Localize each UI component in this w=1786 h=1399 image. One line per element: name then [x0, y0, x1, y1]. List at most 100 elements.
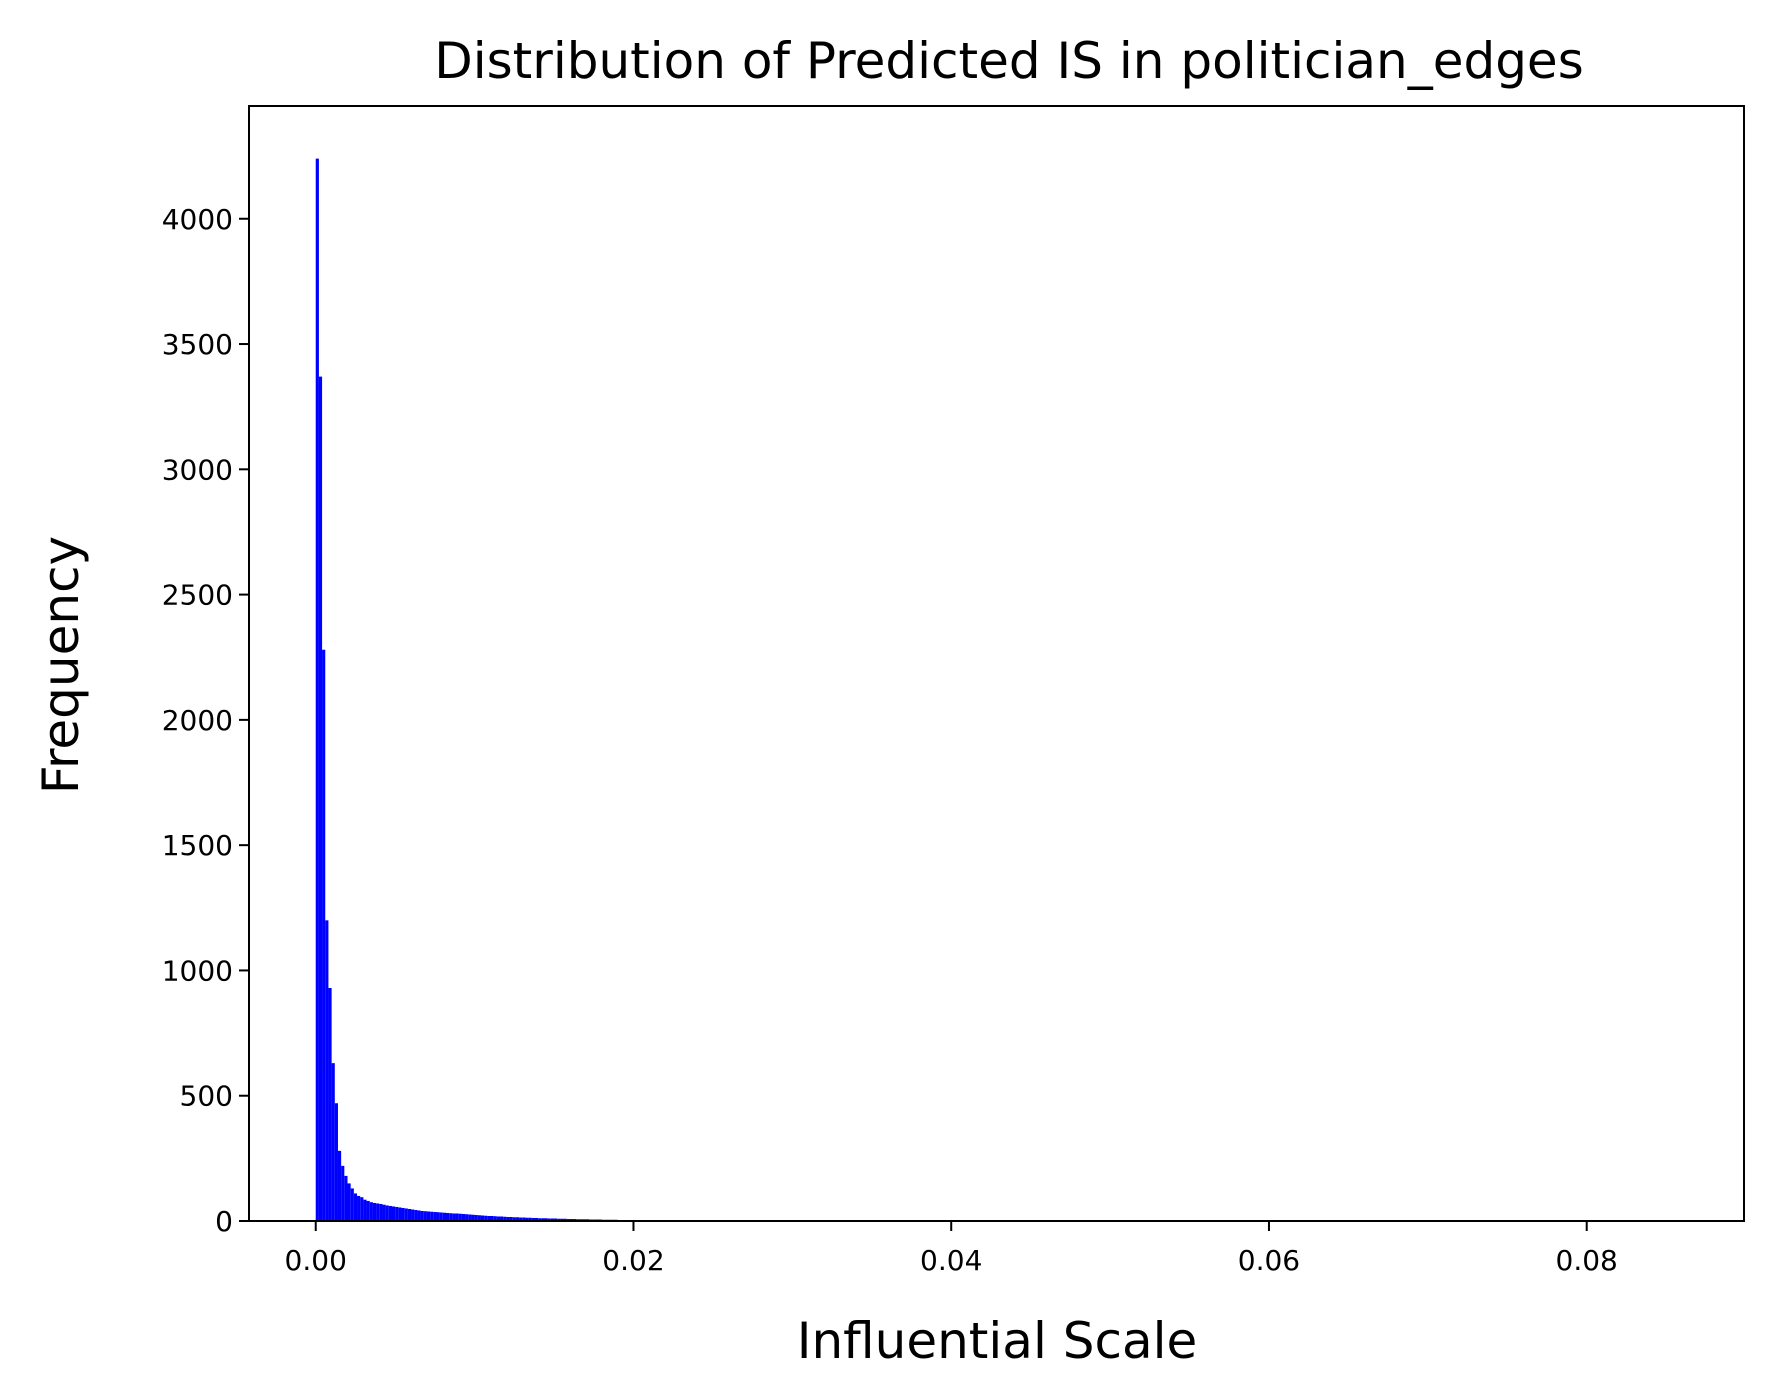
histogram-bar	[334, 1103, 338, 1221]
histogram-bar	[360, 1197, 364, 1221]
histogram-bar	[398, 1207, 402, 1221]
y-tick-label: 1000	[162, 954, 233, 987]
histogram-bar	[509, 1216, 513, 1221]
x-tick-label: 0.08	[1556, 1244, 1618, 1277]
histogram-bar	[341, 1165, 345, 1221]
histogram-bar	[465, 1214, 469, 1221]
histogram-bar	[369, 1202, 373, 1221]
histogram-bar	[566, 1218, 570, 1221]
histogram-bar	[331, 1063, 335, 1221]
x-tick-label: 0.02	[602, 1244, 664, 1277]
y-tick-label: 2500	[162, 579, 233, 612]
histogram-bars	[315, 158, 650, 1222]
histogram-bar	[385, 1205, 389, 1221]
histogram-bar	[315, 158, 319, 1222]
histogram-bar	[541, 1218, 545, 1221]
histogram-bar	[423, 1211, 427, 1221]
histogram-bar	[550, 1218, 555, 1221]
histogram-bar	[366, 1200, 370, 1221]
histogram-bar	[569, 1218, 574, 1221]
histogram-bar	[328, 987, 332, 1221]
histogram-bar	[452, 1213, 456, 1221]
histogram-bar	[522, 1217, 526, 1221]
histogram-bar	[379, 1203, 383, 1221]
y-tick-label: 3500	[162, 328, 233, 361]
histogram-bar	[512, 1217, 516, 1221]
histogram-bar	[388, 1205, 392, 1221]
histogram-bar	[538, 1218, 542, 1221]
x-axis-ticks: 0.00 0.02 0.04 0.06 0.08	[285, 1221, 1618, 1277]
histogram-bar	[503, 1216, 507, 1221]
histogram-bar	[433, 1211, 437, 1221]
histogram-bar	[534, 1217, 539, 1221]
histogram-bar	[519, 1217, 523, 1221]
histogram-bar	[480, 1215, 485, 1221]
histogram-bar	[455, 1213, 459, 1221]
histogram-bar	[442, 1212, 447, 1221]
y-tick-label: 2000	[162, 704, 233, 737]
x-tick-label: 0.00	[285, 1244, 347, 1277]
histogram-bar	[414, 1209, 418, 1221]
histogram-bar	[487, 1215, 491, 1221]
histogram-bar	[417, 1210, 421, 1221]
y-axis-ticks: 0 500 1000 1500 2000 2500 3000 3500 4000	[162, 203, 249, 1238]
y-tick-label: 0	[215, 1205, 233, 1238]
histogram-bar	[547, 1218, 551, 1221]
histogram-bar	[474, 1214, 478, 1221]
histogram-bar	[404, 1208, 408, 1221]
histogram-bar	[468, 1214, 472, 1221]
y-tick-label: 3000	[162, 453, 233, 486]
histogram-bar	[458, 1213, 462, 1221]
x-tick-label: 0.06	[1238, 1244, 1300, 1277]
histogram-bar	[563, 1218, 567, 1221]
histogram-bar	[363, 1199, 367, 1221]
histogram-bar	[426, 1211, 431, 1221]
histogram-bar	[496, 1216, 501, 1221]
histogram-bar	[382, 1204, 386, 1221]
histogram-bar	[490, 1215, 494, 1221]
histogram-bar	[573, 1218, 577, 1221]
plot-frame	[248, 105, 1745, 1222]
histogram-bar	[350, 1188, 354, 1221]
histogram-bar	[560, 1218, 564, 1221]
x-tick-label: 0.04	[920, 1244, 982, 1277]
chart-title: Distribution of Predicted IS in politici…	[434, 32, 1584, 90]
histogram-bar	[446, 1212, 450, 1221]
y-axis-label: Frequency	[32, 536, 90, 794]
histogram-bar	[401, 1207, 405, 1221]
histogram-bar	[500, 1216, 504, 1221]
histogram-bar	[493, 1216, 497, 1221]
y-tick-label: 4000	[162, 203, 233, 236]
histogram-bar	[506, 1216, 510, 1221]
y-tick-label: 1500	[162, 829, 233, 862]
histogram-bar	[484, 1215, 488, 1221]
x-axis-label: Influential Scale	[797, 1312, 1198, 1370]
histogram-bar	[372, 1202, 377, 1221]
histogram-bar	[407, 1208, 412, 1221]
histogram-bar	[461, 1213, 466, 1221]
histogram-bar	[318, 376, 323, 1221]
histogram-bar	[322, 649, 326, 1221]
histogram-bar	[376, 1203, 380, 1221]
histogram-bar	[477, 1215, 481, 1221]
histogram-bar	[449, 1213, 453, 1221]
histogram-bar	[411, 1209, 415, 1221]
histogram-bar	[528, 1217, 532, 1221]
histogram-bar	[420, 1210, 424, 1221]
histogram-bar	[357, 1195, 361, 1221]
histogram-bar	[554, 1218, 558, 1221]
histogram-bar	[325, 920, 329, 1221]
histogram-bar	[344, 1175, 348, 1221]
histogram-bar	[347, 1183, 351, 1221]
histogram-bar	[544, 1218, 548, 1221]
histogram-bar	[391, 1206, 396, 1221]
histogram-bar	[430, 1211, 434, 1221]
histogram-bar	[439, 1212, 443, 1221]
histogram-bar	[337, 1150, 342, 1221]
histogram-bar	[353, 1193, 358, 1221]
histogram-bar	[471, 1214, 475, 1221]
histogram-bar	[531, 1217, 535, 1221]
histogram-bar	[515, 1217, 520, 1221]
histogram-bar	[395, 1206, 399, 1221]
